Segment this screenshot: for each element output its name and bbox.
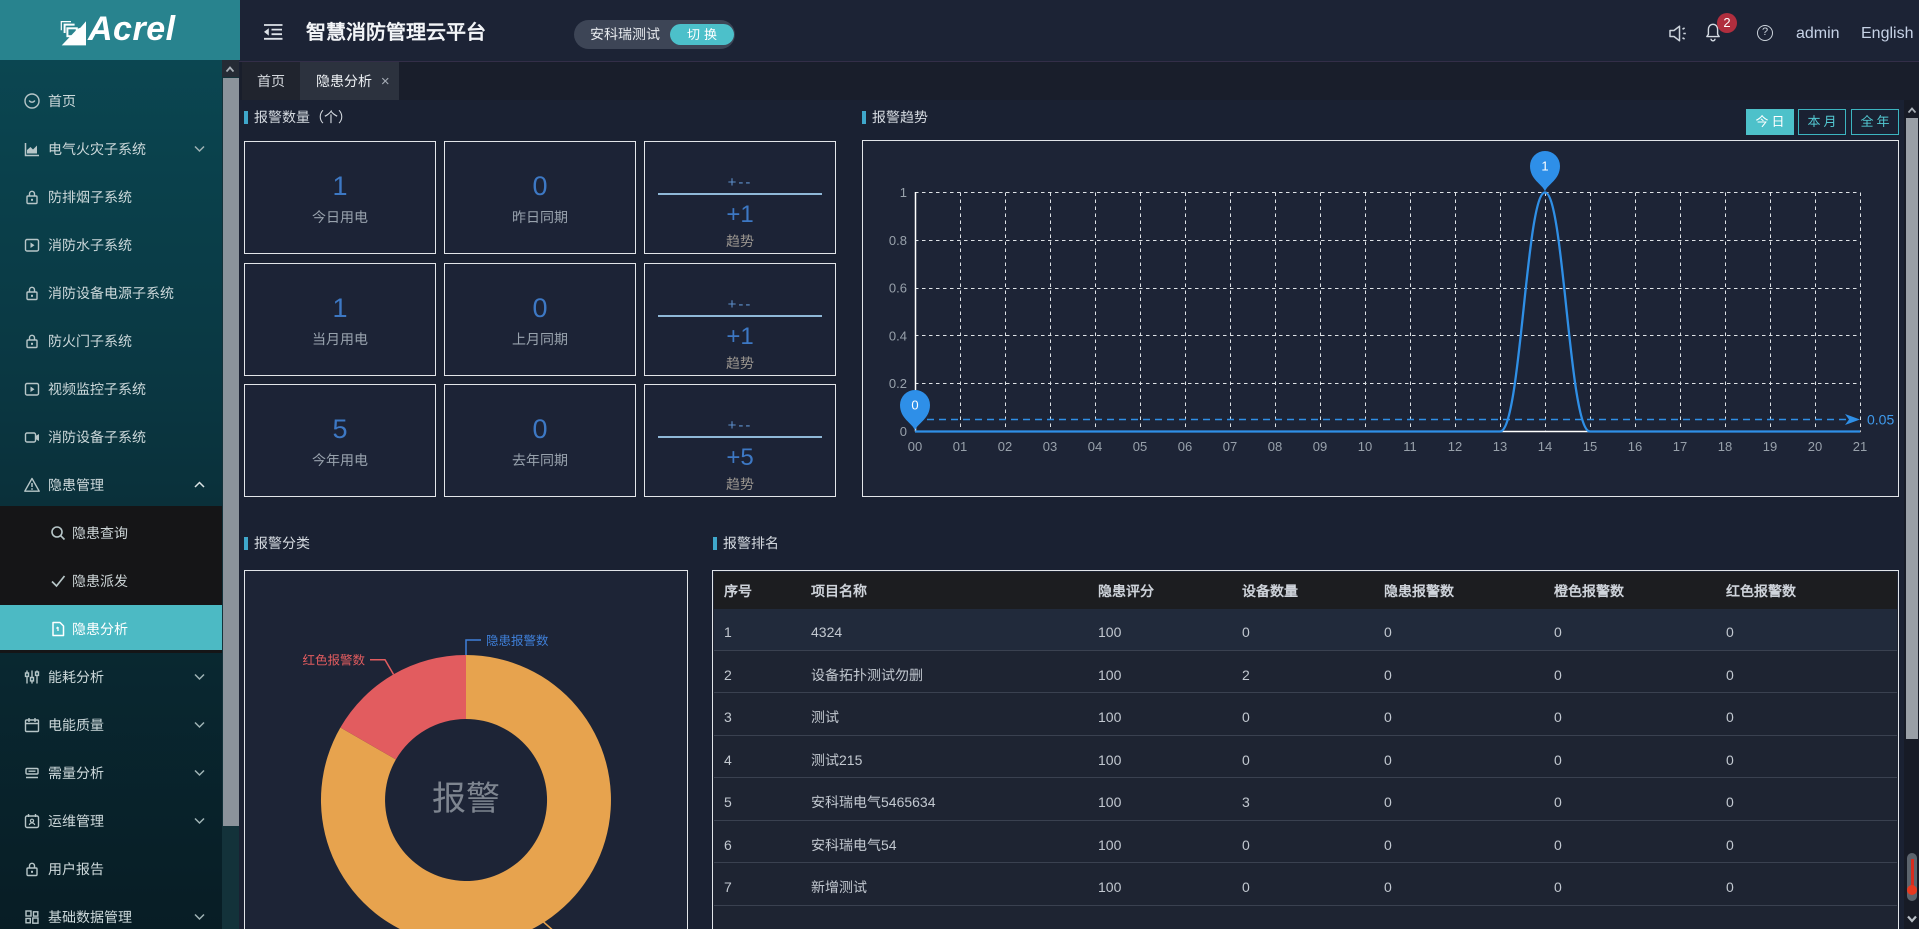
svg-text:报警: 报警	[432, 780, 500, 818]
svg-text:0: 0	[900, 424, 907, 439]
svg-text:03: 03	[1043, 439, 1057, 454]
svg-text:0: 0	[911, 398, 918, 413]
svg-text:0.2: 0.2	[889, 376, 907, 391]
svg-text:04: 04	[1088, 439, 1102, 454]
svg-text:14: 14	[1538, 439, 1552, 454]
svg-text:20: 20	[1808, 439, 1822, 454]
svg-text:01: 01	[953, 439, 967, 454]
svg-text:红色报警数: 红色报警数	[302, 654, 365, 668]
svg-text:10: 10	[1358, 439, 1372, 454]
svg-text:16: 16	[1628, 439, 1642, 454]
svg-text:1: 1	[900, 185, 907, 200]
svg-text:1: 1	[1541, 159, 1548, 174]
svg-text:02: 02	[998, 439, 1012, 454]
svg-text:11: 11	[1403, 439, 1417, 454]
svg-text:0.05: 0.05	[1867, 412, 1894, 428]
svg-text:05: 05	[1133, 439, 1147, 454]
svg-text:12: 12	[1448, 439, 1462, 454]
svg-text:06: 06	[1178, 439, 1192, 454]
svg-text:07: 07	[1223, 439, 1237, 454]
svg-text:0.6: 0.6	[889, 281, 907, 296]
svg-text:21: 21	[1853, 439, 1867, 454]
svg-text:00: 00	[908, 439, 922, 454]
svg-text:15: 15	[1583, 439, 1597, 454]
svg-text:17: 17	[1673, 439, 1687, 454]
svg-text:09: 09	[1313, 439, 1327, 454]
svg-text:隐患报警数: 隐患报警数	[486, 634, 549, 648]
svg-text:0.4: 0.4	[889, 328, 907, 343]
svg-text:13: 13	[1493, 439, 1507, 454]
svg-text:19: 19	[1763, 439, 1777, 454]
svg-text:18: 18	[1718, 439, 1732, 454]
svg-text:0.8: 0.8	[889, 233, 907, 248]
svg-text:08: 08	[1268, 439, 1282, 454]
